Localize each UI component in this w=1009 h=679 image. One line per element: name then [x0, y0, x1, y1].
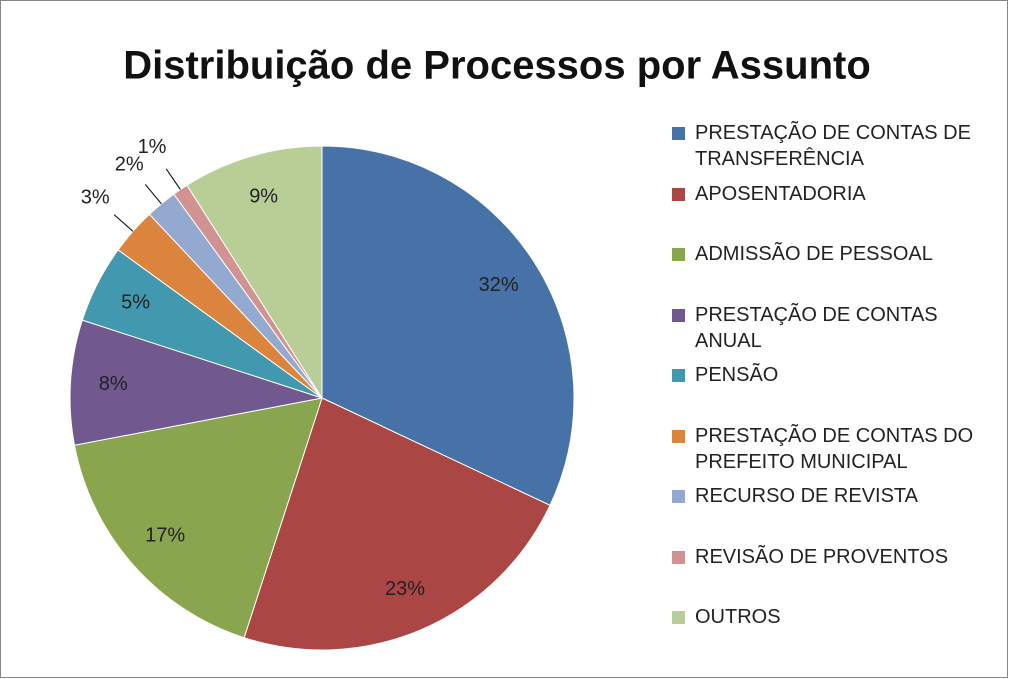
legend-swatch: [672, 490, 685, 503]
pie-slice: [186, 145, 323, 400]
data-label: 1%: [138, 136, 167, 158]
legend-label: RECURSO DE REVISTA: [695, 485, 918, 507]
data-label: 32%: [479, 274, 519, 296]
data-label: 2%: [115, 153, 144, 175]
data-label: 8%: [99, 373, 128, 395]
legend-label: ADMISSÃO DE PESSOAL: [695, 243, 933, 265]
pie-slice: [243, 397, 551, 651]
pie-slice: [73, 397, 323, 639]
data-label: 5%: [121, 291, 150, 313]
legend-label: APOSENTADORIA: [695, 182, 866, 205]
data-label: 23%: [385, 578, 425, 600]
legend-label: PRESTAÇÃO DE CONTAS ANUAL: [695, 303, 938, 352]
legend-label: PRESTAÇÃO DE CONTAS DO PREFEITO MUNICIPA…: [695, 424, 974, 473]
data-label: 17%: [145, 525, 185, 547]
legend-entry: OUTROS: [672, 604, 1002, 630]
legend-label: REVISÃO DE PROVENTOS: [695, 545, 949, 568]
legend-swatch: [672, 369, 685, 382]
legend-entry: PRESTAÇÃO DE CONTAS ANUAL: [672, 302, 1002, 354]
legend-swatch: [672, 127, 685, 140]
legend-swatch: [672, 187, 685, 201]
pie-slice: [69, 319, 323, 446]
leader-line: [144, 184, 162, 205]
data-label: 9%: [249, 185, 278, 207]
legend-swatch: [672, 248, 685, 261]
legend-label: PENSÃO: [695, 364, 779, 386]
leader-line: [113, 214, 134, 232]
chart-title: Distribuição de Processos por Assunto: [123, 44, 871, 88]
legend-swatch: [672, 611, 685, 624]
legend-swatch: [672, 429, 685, 443]
legend-label: PRESTAÇÃO DE CONTAS DE TRANSFERÊNCIA: [695, 122, 971, 170]
legend-entry: PRESTAÇÃO DE CONTAS DO PREFEITO MUNICIPA…: [672, 423, 1002, 475]
legend-entry: PRESTAÇÃO DE CONTAS DE TRANSFERÊNCIA: [672, 120, 1002, 172]
leader-line: [165, 168, 181, 190]
pie-slice: [321, 145, 575, 506]
legend-entry: APOSENTADORIA: [672, 181, 1002, 207]
data-label: 3%: [81, 186, 110, 208]
legend-label: OUTROS: [695, 606, 781, 628]
legend-swatch: [672, 308, 685, 322]
legend-entry: PENSÃO: [672, 362, 1002, 388]
legend-entry: ADMISSÃO DE PESSOAL: [672, 241, 1002, 267]
legend-entry: REVISÃO DE PROVENTOS: [672, 544, 1002, 570]
legend-swatch: [672, 550, 685, 564]
legend-entry: RECURSO DE REVISTA: [672, 483, 1002, 509]
